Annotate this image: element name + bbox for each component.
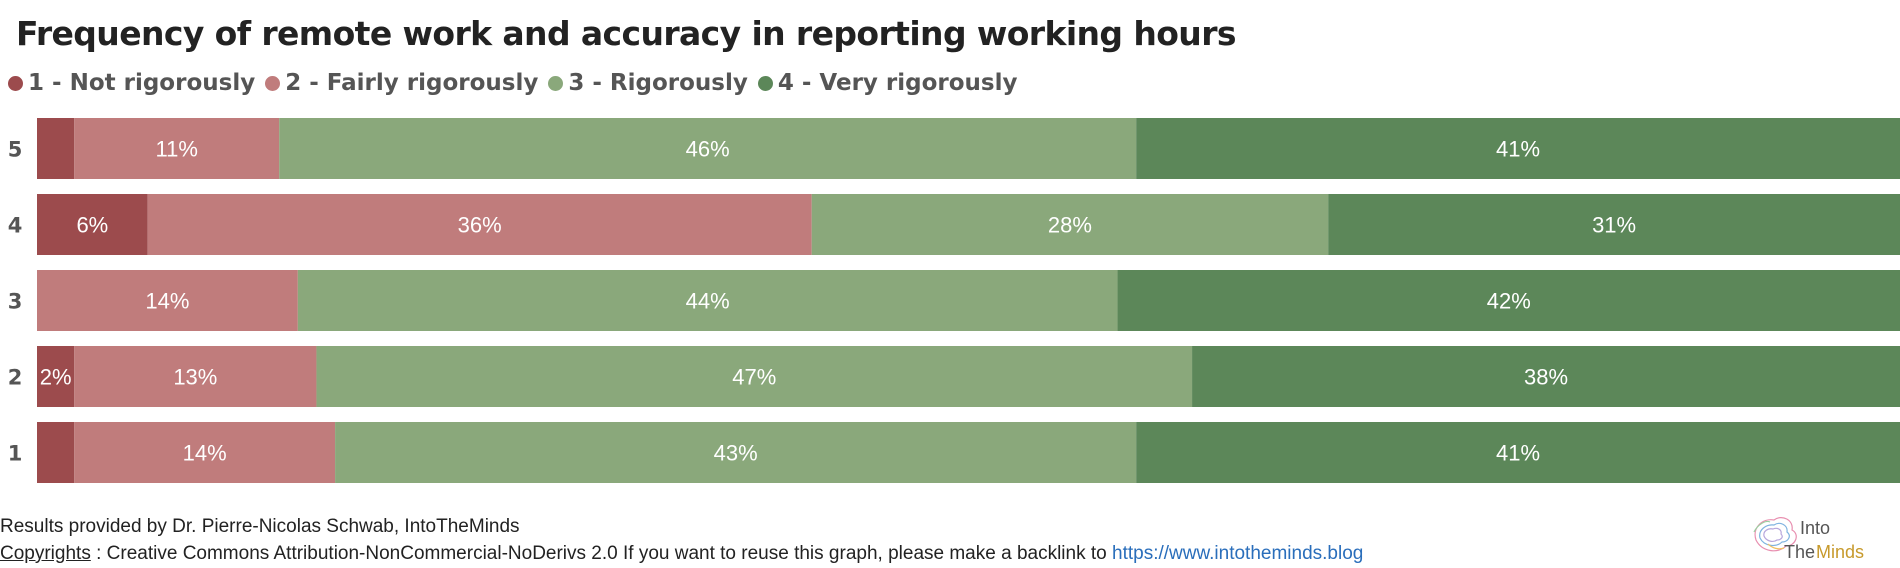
data-label-row4-series4: 31% [1592,213,1636,238]
logo-brain-icon [1753,517,1797,552]
bar-segment-row2-series3 [316,346,1193,407]
data-label-row3-series2: 14% [145,289,189,314]
bar-segment-row1-series4 [1136,422,1900,483]
logo-text-minds: Minds [1816,542,1864,562]
legend-label-very-rigorously: 4 - Very rigorously [777,70,1018,96]
stacked-bar-chart: 5 11% 46% 41%4 6% 36% 28% 31%3 14% 44% 42%2 2% 13% 47… [8,118,1900,483]
category-label-5: 5 [8,138,23,162]
bar-segment-row2-series4 [1192,346,1900,407]
legend-label-not-rigorously: 1 - Not rigorously [28,70,256,96]
data-label-row2-series2: 13% [173,365,217,390]
data-label-row3-series3: 44% [686,289,730,314]
bar-segment-row5-series1 [37,118,75,179]
legend-dot-very-rigorously [757,75,773,91]
copyright-text: : Creative Commons Attribution-NonCommer… [90,543,1112,564]
bar-segment-row4-series3 [811,194,1329,255]
bar-segment-row5-series3 [279,118,1137,179]
bar-segment-row1-series1 [37,422,75,483]
legend-dot-fairly-rigorously [265,75,281,91]
bar-segment-row3-series4 [1117,270,1900,331]
legend-label-rigorously: 3 - Rigorously [568,70,748,96]
backlink[interactable]: https://www.intotheminds.blog [1112,543,1364,564]
data-label-row2-series3: 47% [732,365,776,390]
data-label-row1-series3: 43% [714,441,758,466]
bar-segment-row2-series2 [74,346,317,407]
bar-segment-row3-series2 [37,270,298,331]
bar-segment-row4-series2 [147,194,812,255]
category-label-3: 3 [8,290,23,314]
data-label-row2-series1: 2% [40,365,72,390]
legend-label-fairly-rigorously: 2 - Fairly rigorously [285,70,539,96]
bar-segment-row4-series4 [1328,194,1900,255]
footer-credits: Results provided by Dr. Pierre-Nicolas S… [0,516,520,537]
footer-copyright: Copyrights : Creative Commons Attributio… [0,543,1363,565]
data-label-row5-series3: 46% [686,137,730,162]
bar-segment-row5-series4 [1136,118,1900,179]
bar-segment-row3-series3 [297,270,1118,331]
chart-title: Frequency of remote work and accuracy in… [16,14,1237,53]
legend-dot-not-rigorously [8,75,23,91]
data-label-row4-series1: 6% [76,213,108,238]
legend-item-very-rigorously: 4 - Very rigorously [757,70,1018,96]
legend-dot-rigorously [548,75,564,91]
data-label-row2-series4: 38% [1524,365,1568,390]
chart-legend: 1 - Not rigorously 2 - Fairly rigorously… [8,70,1027,96]
intotheminds-logo: Into The Minds [1753,517,1864,562]
data-label-row3-series4: 42% [1487,289,1531,314]
legend-item-rigorously: 3 - Rigorously [548,70,748,96]
bar-segment-row1-series3 [335,422,1137,483]
legend-item-fairly-rigorously: 2 - Fairly rigorously [265,70,538,96]
data-label-row1-series4: 41% [1496,441,1540,466]
bar-segment-row1-series2 [74,422,336,483]
category-label-2: 2 [8,366,23,390]
category-label-4: 4 [8,214,23,238]
bar-segment-row5-series2 [74,118,280,179]
bar-segment-row4-series1 [37,194,148,255]
copyright-word: Copyrights [0,543,91,564]
data-label-row5-series4: 41% [1496,137,1540,162]
data-label-row4-series2: 36% [458,213,502,238]
data-label-row5-series2: 11% [156,137,198,162]
logo-text-into: Into [1800,518,1830,538]
legend-item-not-rigorously: 1 - Not rigorously [8,70,255,96]
category-label-1: 1 [8,442,23,466]
bar-segment-row2-series1 [37,346,75,407]
data-label-row4-series3: 28% [1048,213,1092,238]
data-label-row1-series2: 14% [183,441,227,466]
logo-text-the: The [1784,542,1815,562]
